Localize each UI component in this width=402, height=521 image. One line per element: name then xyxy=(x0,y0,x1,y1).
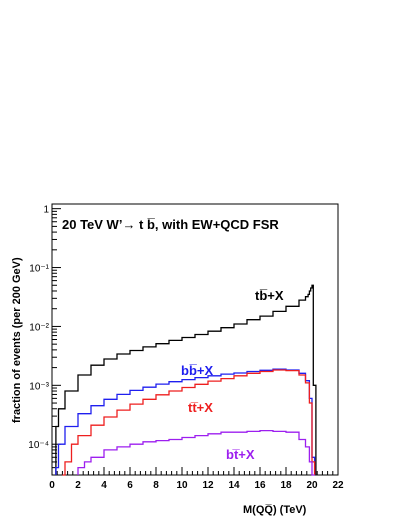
series-line-bt xyxy=(77,429,315,476)
y-tick-label: 10⁻⁴ xyxy=(28,440,49,451)
label-bt: bt̅+X xyxy=(226,447,255,462)
chart-title: 20 TeV W’→ t b̅, with EW+QCD FSR xyxy=(62,217,279,232)
x-tick-label: 4 xyxy=(101,480,107,491)
x-tick-label: 2 xyxy=(75,480,81,491)
x-tick-label: 16 xyxy=(254,480,266,491)
plot-frame xyxy=(51,203,339,476)
series-line-tt xyxy=(62,369,316,476)
y-tick-label: 10⁻¹ xyxy=(29,264,49,275)
x-tick-label: 20 xyxy=(306,480,318,491)
x-axis: 0 2 4 6 8 10 12 14 16 18 20 22 xyxy=(49,467,344,491)
y-tick-label: 10⁻³ xyxy=(29,381,49,392)
series-line-tb xyxy=(55,284,317,475)
x-tick-label: 0 xyxy=(49,480,55,491)
x-tick-label: 14 xyxy=(228,480,240,491)
label-tt: tt̅+X xyxy=(188,400,213,415)
x-tick-label: 12 xyxy=(202,480,214,491)
y-tick-label: 1 xyxy=(43,205,49,216)
series-line-bb xyxy=(55,368,316,475)
x-tick-label: 18 xyxy=(280,480,292,491)
x-tick-label: 6 xyxy=(127,480,133,491)
y-axis: 1 10⁻¹ 10⁻² 10⁻³ 10⁻⁴ xyxy=(28,205,61,476)
x-tick-label: 22 xyxy=(332,480,344,491)
label-tb: tb̅+X xyxy=(255,288,284,303)
x-tick-label: 8 xyxy=(153,480,159,491)
x-tick-label: 10 xyxy=(176,480,188,491)
series-layer xyxy=(55,284,317,476)
label-bb: bb̅+X xyxy=(181,363,213,378)
y-tick-label: 10⁻² xyxy=(29,322,49,333)
x-axis-label: M(QQ̅) (TeV) xyxy=(243,504,307,516)
y-axis-label: fraction of events (per 200 GeV) xyxy=(11,257,23,423)
